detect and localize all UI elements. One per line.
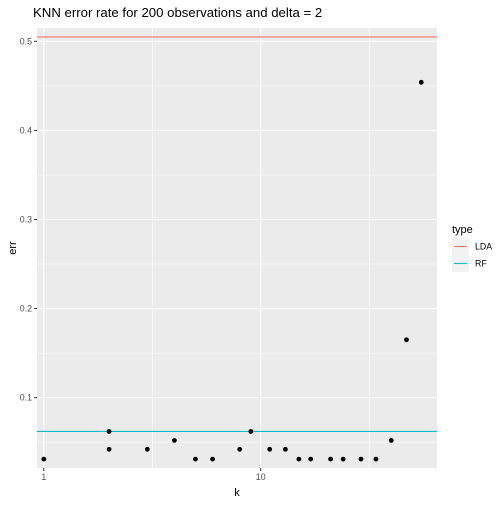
data-points — [41, 79, 424, 462]
x-axis-title: k — [234, 487, 240, 499]
data-point — [237, 446, 243, 452]
data-point — [404, 337, 409, 343]
data-point — [144, 446, 150, 452]
data-point — [106, 446, 112, 452]
data-point — [373, 456, 379, 462]
data-point — [418, 79, 424, 85]
grid-lines — [37, 28, 437, 468]
y-tick-label: 0.4 — [20, 125, 32, 135]
data-point — [296, 456, 302, 462]
data-point — [340, 456, 346, 462]
legend-label-rf: RF — [475, 259, 487, 269]
data-point — [267, 446, 273, 452]
data-point — [388, 437, 394, 443]
data-point — [172, 437, 177, 443]
data-point — [106, 429, 112, 434]
data-point — [210, 456, 215, 462]
reference-lines — [37, 36, 437, 433]
y-tick-label: 0.5 — [20, 36, 32, 46]
legend-title: type — [452, 224, 473, 236]
legend-label-lda: LDA — [475, 242, 492, 252]
data-point — [308, 456, 314, 462]
data-point — [358, 456, 364, 462]
y-tick-label: 0.3 — [20, 214, 32, 224]
data-point — [328, 456, 333, 462]
x-axis-ticks: 1 10 — [41, 468, 266, 482]
data-point — [193, 456, 198, 462]
data-point — [248, 429, 254, 434]
x-tick-label: 1 — [41, 472, 46, 482]
y-axis-title: err — [7, 241, 19, 255]
data-point — [283, 446, 288, 452]
y-tick-label: 0.1 — [20, 393, 32, 403]
plot-panel — [37, 28, 437, 468]
legend: type LDA RF — [452, 224, 492, 272]
y-tick-label: 0.2 — [20, 304, 32, 314]
data-point — [41, 456, 47, 462]
y-axis-ticks: 0.1 0.2 0.3 0.4 0.5 — [20, 36, 37, 403]
chart-title: KNN error rate for 200 observations and … — [33, 5, 322, 20]
x-tick-label: 10 — [256, 472, 266, 482]
